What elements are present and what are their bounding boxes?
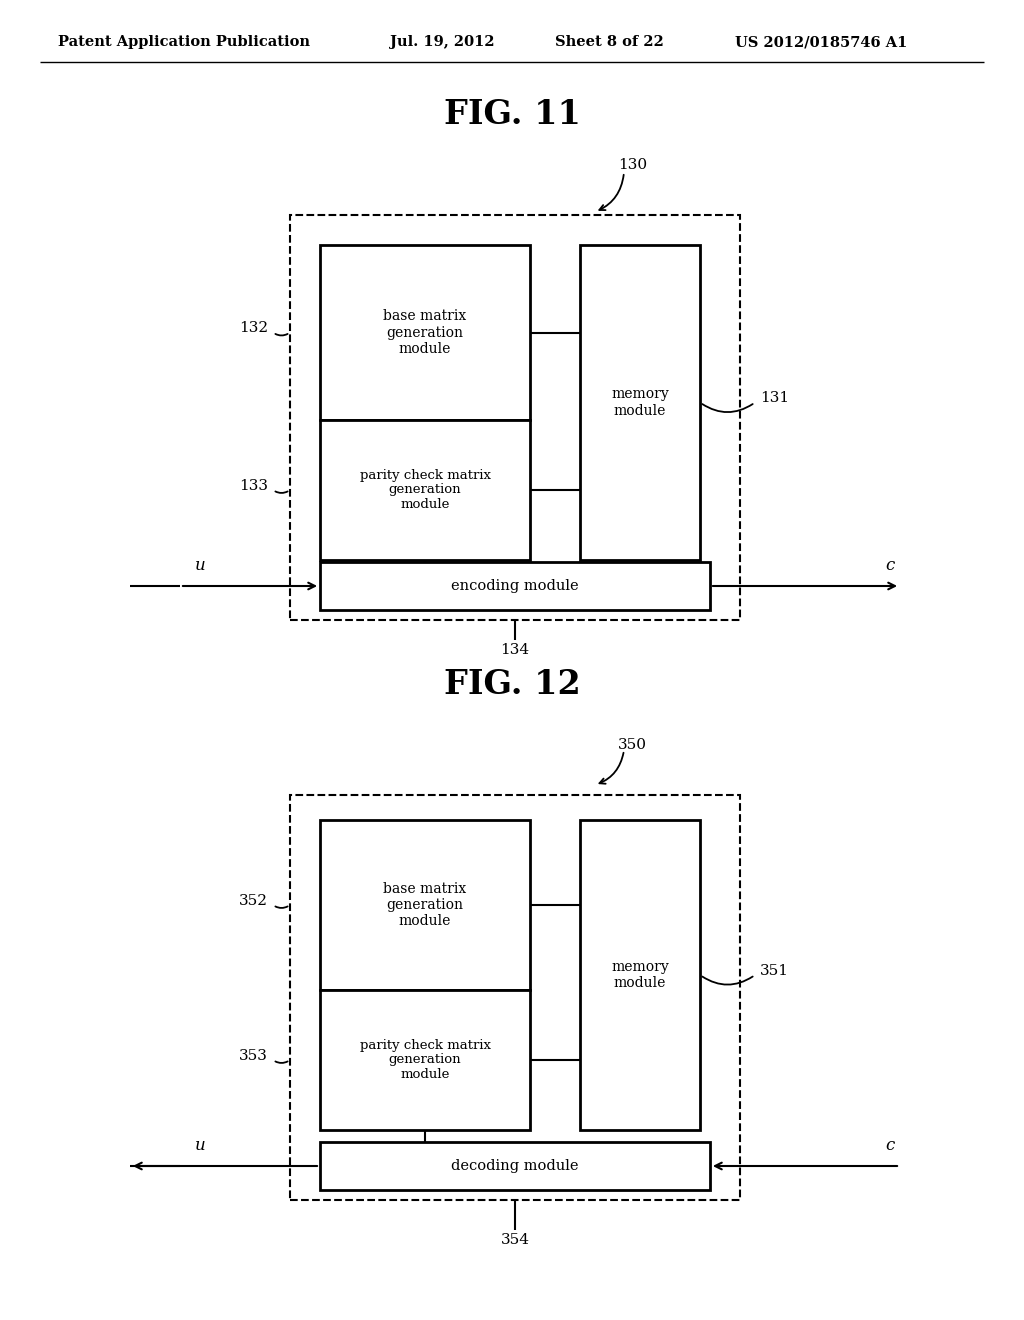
Text: base matrix
generation
module: base matrix generation module <box>383 882 467 928</box>
Text: 352: 352 <box>239 894 268 908</box>
Bar <box>290 795 740 1200</box>
Text: 134: 134 <box>501 643 529 657</box>
Text: Patent Application Publication: Patent Application Publication <box>58 36 310 49</box>
Text: parity check matrix
generation
module: parity check matrix generation module <box>359 469 490 511</box>
Text: FIG. 11: FIG. 11 <box>443 99 581 132</box>
Bar <box>319 820 530 990</box>
Text: Jul. 19, 2012: Jul. 19, 2012 <box>390 36 495 49</box>
Text: 133: 133 <box>239 479 268 492</box>
Bar <box>319 246 530 420</box>
Bar <box>290 215 740 620</box>
Text: 131: 131 <box>760 392 790 405</box>
Text: memory
module: memory module <box>611 387 669 417</box>
Text: 351: 351 <box>760 964 790 978</box>
Bar <box>319 1142 710 1191</box>
Text: c: c <box>885 557 894 574</box>
Text: 132: 132 <box>239 322 268 335</box>
Bar <box>580 820 700 1130</box>
Bar <box>580 246 700 560</box>
Text: Sheet 8 of 22: Sheet 8 of 22 <box>555 36 664 49</box>
Text: parity check matrix
generation
module: parity check matrix generation module <box>359 1039 490 1081</box>
Text: FIG. 12: FIG. 12 <box>443 668 581 701</box>
Bar <box>319 420 530 560</box>
Text: memory
module: memory module <box>611 960 669 990</box>
Text: decoding module: decoding module <box>452 1159 579 1173</box>
Text: u: u <box>195 557 206 574</box>
Text: base matrix
generation
module: base matrix generation module <box>383 309 467 355</box>
Text: 354: 354 <box>501 1233 529 1247</box>
Text: 350: 350 <box>618 738 647 752</box>
Text: 130: 130 <box>618 158 647 172</box>
Text: encoding module: encoding module <box>452 579 579 593</box>
Bar <box>319 562 710 610</box>
Text: c: c <box>885 1137 894 1154</box>
Bar <box>319 990 530 1130</box>
Text: US 2012/0185746 A1: US 2012/0185746 A1 <box>735 36 907 49</box>
Text: 353: 353 <box>240 1049 268 1063</box>
Text: u: u <box>195 1137 206 1154</box>
